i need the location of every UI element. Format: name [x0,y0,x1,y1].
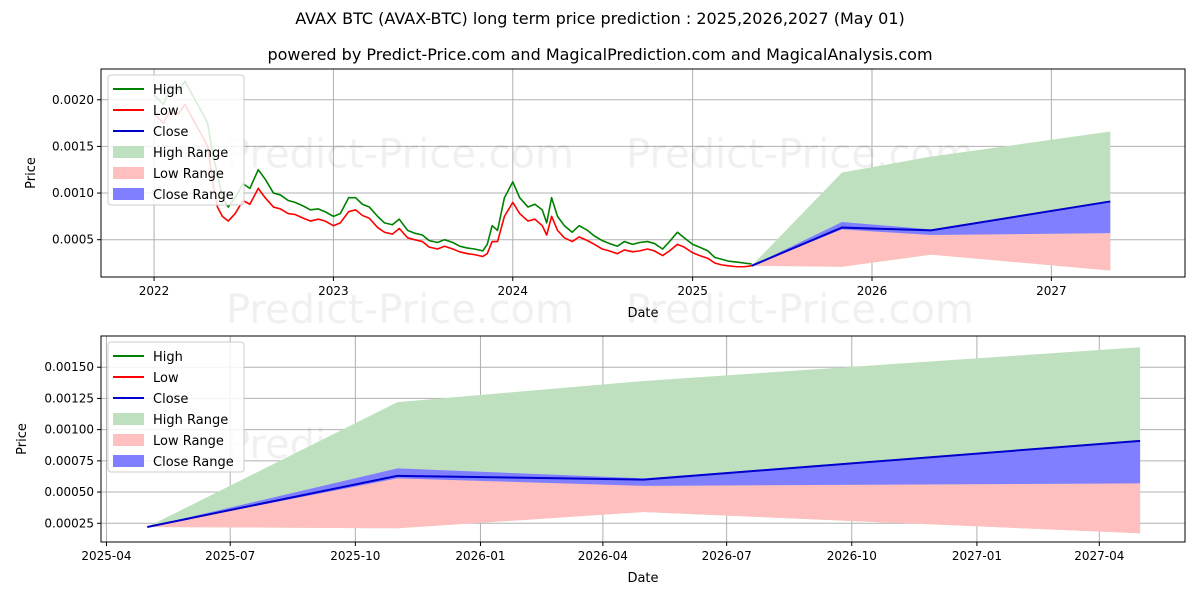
watermark-text: Predict-Price.com [226,131,574,177]
upper-y-axis-label: Price [24,157,39,189]
lower-x-tick-label: 2025-10 [330,549,380,563]
lower-y-tick-label: 0.00100 [44,423,94,437]
upper-y-tick-label: 0.0020 [52,93,94,107]
upper-legend-swatch [113,146,144,158]
upper-y-tick-label: 0.0015 [52,139,94,153]
lower-legend-swatch [113,434,144,446]
upper-x-tick-label: 2025 [677,284,708,298]
lower-x-tick-label: 2025-04 [81,549,131,563]
upper-legend-swatch [113,167,144,179]
upper-legend-label: High [153,83,183,98]
upper-y-tick-label: 0.0010 [52,186,94,200]
lower-legend-label: High [153,350,183,365]
upper-x-tick-label: 2027 [1036,284,1067,298]
lower-legend-label: Low [153,371,179,386]
lower-x-tick-label: 2027-04 [1074,549,1124,563]
lower-x-tick-label: 2026-01 [455,549,505,563]
lower-legend-swatch [113,413,144,425]
upper-legend-label: High Range [153,146,228,161]
upper-legend-label: Low Range [153,167,224,182]
upper-legend-label: Low [153,104,179,119]
lower-y-tick-label: 0.00050 [44,485,94,499]
lower-y-tick-label: 0.00025 [44,516,94,530]
lower-y-axis-label: Price [15,423,30,455]
lower-x-tick-label: 2026-04 [578,549,628,563]
lower-legend-label: Close Range [153,455,234,470]
lower-y-tick-label: 0.00150 [44,360,94,374]
lower-x-axis-label: Date [627,571,658,586]
upper-x-axis-label: Date [627,306,658,321]
upper-y-tick-label: 0.0005 [52,233,94,247]
lower-x-tick-label: 2025-07 [205,549,255,563]
lower-legend-label: Low Range [153,434,224,449]
upper-legend-label: Close Range [153,188,234,203]
lower-legend-label: High Range [153,413,228,428]
upper-x-tick-label: 2026 [857,284,888,298]
upper-x-tick-label: 2023 [318,284,349,298]
lower-x-tick-label: 2026-10 [827,549,877,563]
lower-legend-label: Close [153,392,188,407]
lower-legend-swatch [113,455,144,467]
lower-x-tick-label: 2026-07 [702,549,752,563]
upper-x-tick-label: 2022 [139,284,170,298]
upper-legend-label: Close [153,125,188,140]
lower-x-tick-label: 2027-01 [952,549,1002,563]
upper-x-tick-label: 2024 [498,284,529,298]
lower-y-tick-label: 0.00125 [44,391,94,405]
upper-legend-swatch [113,188,144,200]
lower-y-tick-label: 0.00075 [44,454,94,468]
